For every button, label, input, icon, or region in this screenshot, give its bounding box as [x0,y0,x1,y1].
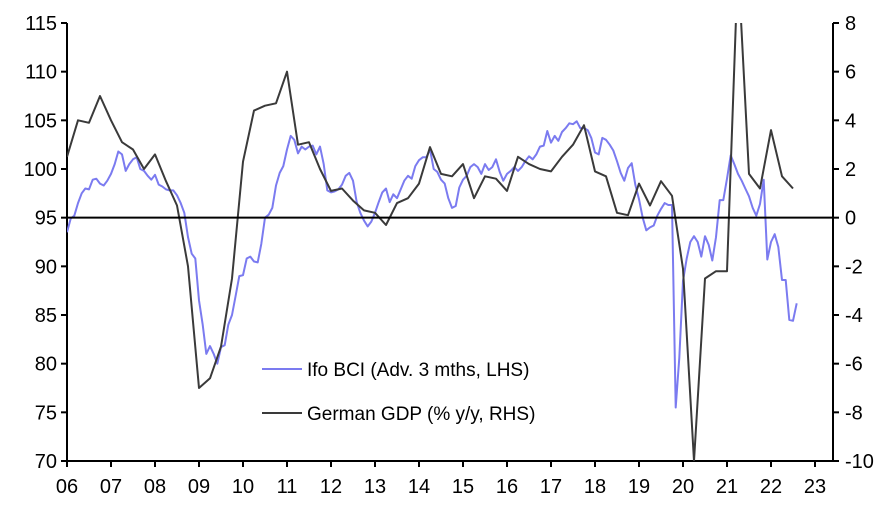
right-tick-label: -2 [845,256,863,278]
x-tick-label: 14 [408,476,430,498]
x-axis: 06 07 08 09 10 11 12 13 14 15 16 17 18 19 20 21 22 23 [56,460,833,498]
x-tick-label: 09 [188,476,210,498]
right-tick-label: 8 [845,13,856,35]
right-y-axis: 8 6 4 2 0 -2 -4 -6 -8 -10 [832,13,874,473]
left-tick-label: 110 [25,62,57,84]
left-tick-label: 85 [35,305,57,327]
x-tick-label: 11 [277,476,298,498]
right-tick-label: -4 [845,305,863,327]
left-tick-label: 100 [24,159,57,181]
series-ifo-bci-line [67,120,798,409]
legend-item-ifo: Ifo BCI (Adv. 3 mths, LHS) [262,360,529,381]
left-y-axis: 115 110 105 100 95 90 85 80 75 70 [24,13,68,473]
x-tick-label: 23 [804,476,826,498]
x-tick-label: 08 [144,476,166,498]
x-tick-label: 21 [716,476,738,498]
x-tick-label: 12 [320,476,342,498]
right-tick-label: 4 [845,110,856,132]
left-tick-label: 80 [35,354,57,376]
x-tick-label: 10 [232,476,254,498]
right-tick-label: -6 [845,354,863,376]
legend-label-ifo: Ifo BCI (Adv. 3 mths, LHS) [307,360,529,381]
left-tick-label: 70 [35,451,57,473]
right-tick-label: 2 [845,159,856,181]
legend-item-gdp: German GDP (% y/y, RHS) [262,404,535,425]
x-tick-label: 17 [540,476,562,498]
x-tick-label: 18 [584,476,606,498]
x-tick-label: 16 [496,476,518,498]
right-tick-label: -8 [845,402,863,424]
series-german-gdp-line [67,23,794,461]
left-tick-label: 75 [35,402,57,424]
x-tick-label: 07 [100,476,122,498]
x-tick-label: 15 [452,476,474,498]
legend: Ifo BCI (Adv. 3 mths, LHS) German GDP (%… [262,360,535,425]
left-tick-label: 115 [25,13,57,35]
right-tick-label: 0 [845,208,856,230]
x-tick-label: 22 [760,476,782,498]
left-tick-label: 95 [35,208,57,230]
x-tick-label: 06 [56,476,78,498]
legend-label-gdp: German GDP (% y/y, RHS) [307,404,535,425]
right-tick-label: -10 [845,451,874,473]
left-tick-label: 105 [24,110,57,132]
series-layer [67,23,798,461]
x-tick-label: 13 [364,476,386,498]
x-tick-label: 20 [672,476,694,498]
left-tick-label: 90 [35,256,57,278]
right-tick-label: 6 [845,62,856,84]
x-tick-label: 19 [628,476,650,498]
